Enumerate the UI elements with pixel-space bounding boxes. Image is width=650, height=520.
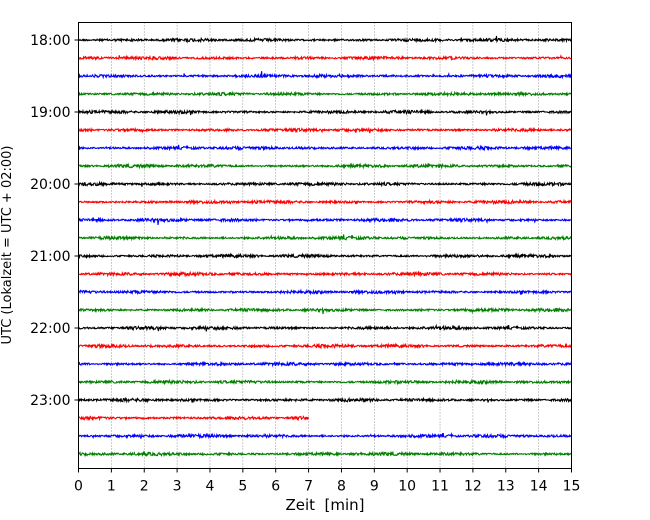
trace-2230 <box>78 360 573 368</box>
trace-1800 <box>78 35 573 44</box>
trace-1915 <box>78 126 572 134</box>
trace-1815 <box>77 54 572 62</box>
y-tick-label: 23:00 <box>30 393 70 409</box>
trace-2015 <box>78 198 573 206</box>
seismic-traces <box>77 35 573 458</box>
y-tick-label: 19:00 <box>30 105 70 121</box>
trace-2115 <box>78 270 572 278</box>
x-tick-label: 11 <box>431 479 449 495</box>
y-tick-label: 18:00 <box>30 33 70 49</box>
x-tick-label: 6 <box>271 479 280 495</box>
trace-2130 <box>78 288 572 296</box>
trace-2315 <box>78 415 309 422</box>
x-grid <box>111 22 539 469</box>
trace-1845 <box>77 90 572 98</box>
x-tick-label: 8 <box>337 479 346 495</box>
x-tick-label: 3 <box>173 479 182 495</box>
x-tick-label: 0 <box>74 479 83 495</box>
x-ticks: 0 1 2 3 4 5 6 7 8 9 10 11 12 13 14 15 <box>74 468 581 495</box>
x-tick-label: 1 <box>107 479 116 495</box>
x-axis-label: Zeit [min] <box>285 496 364 514</box>
x-tick-label: 2 <box>140 479 149 495</box>
x-tick-label: 9 <box>370 479 379 495</box>
trace-1900 <box>78 108 572 116</box>
trace-1930 <box>78 144 572 152</box>
trace-2030 <box>77 216 572 225</box>
x-tick-label: 5 <box>238 479 247 495</box>
y-tick-label: 20:00 <box>30 177 70 193</box>
y-axis-label: UTC (Lokalzeit = UTC + 02:00) <box>0 146 15 345</box>
trace-2245 <box>78 378 572 386</box>
trace-2200 <box>78 323 572 332</box>
trace-1945 <box>77 162 572 170</box>
trace-2100 <box>77 252 572 260</box>
trace-2045 <box>78 234 572 242</box>
x-tick-label: 12 <box>464 479 482 495</box>
y-tick-label: 22:00 <box>30 321 70 337</box>
trace-1830 <box>77 71 572 80</box>
x-tick-label: 14 <box>530 479 548 495</box>
trace-2145 <box>77 306 572 315</box>
axes-frame <box>78 22 572 469</box>
y-ticks: 18:00 19:00 20:00 21:00 22:00 23:00 <box>30 33 79 409</box>
trace-2215 <box>78 342 573 350</box>
x-tick-label: 7 <box>304 479 313 495</box>
x-tick-label: 15 <box>563 479 581 495</box>
x-tick-label: 10 <box>398 479 416 495</box>
trace-2000 <box>77 180 572 188</box>
x-tick-label: 13 <box>497 479 515 495</box>
x-tick-label: 4 <box>206 479 215 495</box>
y-tick-label: 21:00 <box>30 249 70 265</box>
trace-2345 <box>78 450 572 458</box>
trace-2330 <box>78 432 572 440</box>
trace-2300 <box>78 396 573 404</box>
